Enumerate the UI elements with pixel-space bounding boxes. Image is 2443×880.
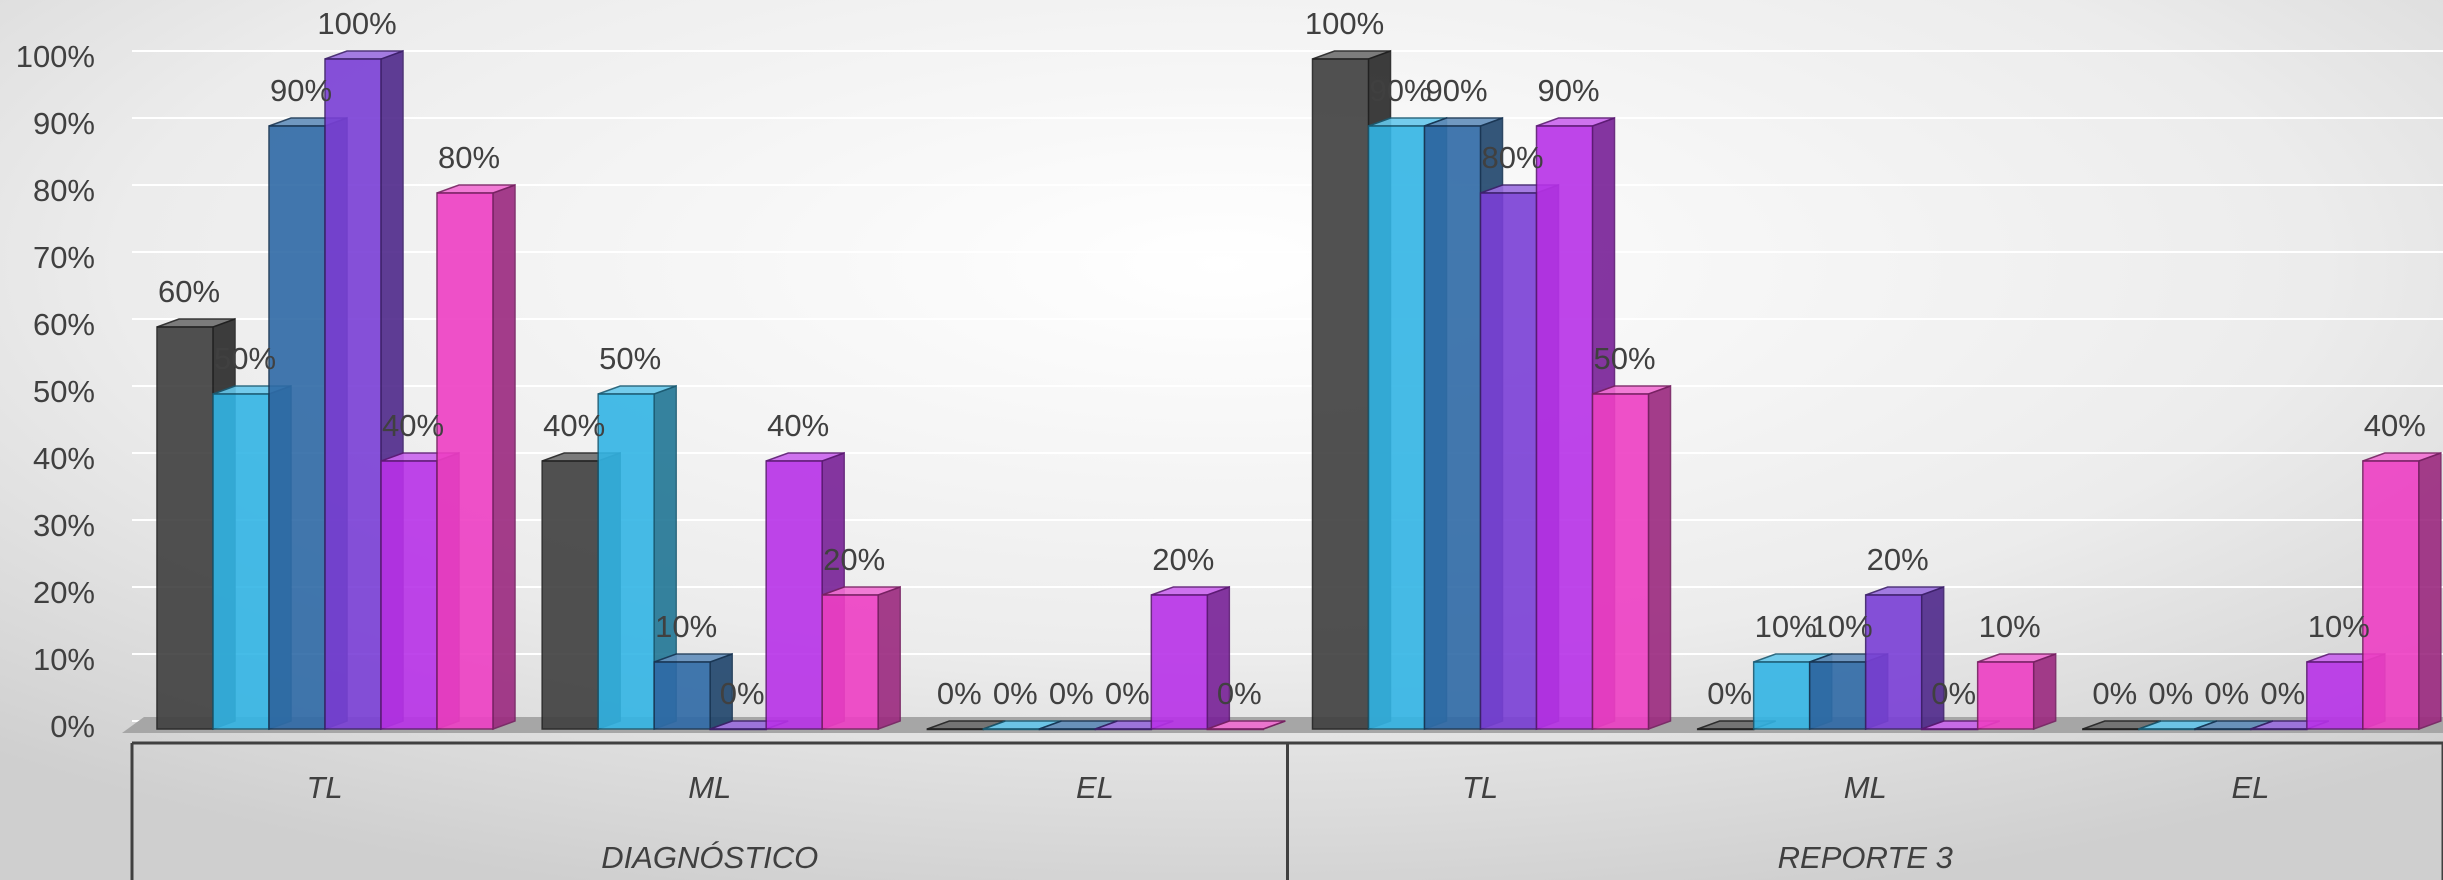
data-label: 50% [214, 341, 276, 376]
group-label: REPORTE 3 [1778, 840, 1953, 875]
bar [1752, 661, 1811, 730]
data-label: 50% [599, 341, 661, 376]
data-label: 10% [2308, 609, 2370, 644]
bar-side [492, 183, 516, 731]
data-label: 10% [655, 609, 717, 644]
bar [1591, 393, 1650, 730]
x-tick-label: ML [688, 770, 731, 805]
data-label: 60% [158, 274, 220, 309]
data-label: 50% [1593, 341, 1655, 376]
data-label: 0% [937, 676, 982, 711]
data-label: 0% [1105, 676, 1150, 711]
data-label: 90% [270, 73, 332, 108]
bar [1150, 594, 1209, 730]
bar [1423, 125, 1482, 730]
x-tick-label: TL [306, 770, 342, 805]
bar [709, 728, 767, 731]
group-label: DIAGNÓSTICO [601, 840, 818, 875]
data-label: 40% [767, 408, 829, 443]
bar [2138, 728, 2196, 731]
data-label: 0% [1049, 676, 1094, 711]
bar [2082, 728, 2140, 731]
bar [1479, 192, 1538, 730]
data-label: 0% [1707, 676, 1752, 711]
data-label: 0% [993, 676, 1038, 711]
y-tick-label: 100% [16, 39, 95, 74]
y-tick-label: 30% [33, 508, 95, 543]
data-label: 20% [1867, 542, 1929, 577]
bar [212, 393, 270, 730]
data-label: 20% [1152, 542, 1214, 577]
bar [541, 460, 599, 730]
data-label: 0% [1931, 676, 1976, 711]
bar [1535, 125, 1594, 730]
data-label: 80% [1481, 140, 1543, 175]
data-label: 90% [1425, 73, 1487, 108]
bar-side [2418, 451, 2442, 731]
bar [2194, 728, 2252, 731]
y-tick-label: 80% [33, 173, 95, 208]
bar [1864, 594, 1923, 730]
bar [2362, 460, 2420, 730]
data-label: 40% [2364, 408, 2426, 443]
data-label: 100% [317, 6, 396, 41]
data-label: 100% [1305, 6, 1384, 41]
y-tick-label: 60% [33, 307, 95, 342]
data-label: 0% [2204, 676, 2249, 711]
bar [380, 460, 438, 730]
data-label: 0% [2092, 676, 2137, 711]
bar [821, 594, 879, 730]
data-label: 10% [1811, 609, 1873, 644]
data-label: 0% [1217, 676, 1262, 711]
bar [1367, 125, 1426, 730]
bar [436, 192, 494, 730]
y-tick-label: 0% [50, 709, 95, 744]
bar [156, 326, 214, 730]
bar [1696, 728, 1755, 731]
y-tick-label: 40% [33, 441, 95, 476]
bar [324, 58, 382, 730]
data-label: 40% [543, 408, 605, 443]
bar [926, 728, 985, 731]
bar-side [877, 585, 901, 731]
data-label: 0% [2148, 676, 2193, 711]
bar [1311, 58, 1370, 730]
data-label: 40% [382, 408, 444, 443]
bar [1976, 661, 2035, 730]
bar [2250, 728, 2308, 731]
y-tick-label: 20% [33, 575, 95, 610]
data-label: 80% [438, 140, 500, 175]
bar [765, 460, 823, 730]
x-tick-label: ML [1844, 770, 1887, 805]
y-tick-label: 50% [33, 374, 95, 409]
bar [597, 393, 655, 730]
x-tick-label: EL [1076, 770, 1114, 805]
bar [982, 728, 1041, 731]
bar [2306, 661, 2364, 730]
data-label: 0% [2260, 676, 2305, 711]
data-label: 10% [1755, 609, 1817, 644]
bar [1808, 661, 1867, 730]
bar [1094, 728, 1153, 731]
y-tick-label: 90% [33, 106, 95, 141]
data-label: 10% [1979, 609, 2041, 644]
bar-side [1647, 384, 1672, 731]
bar [268, 125, 326, 730]
y-tick-label: 70% [33, 240, 95, 275]
bar-side [2032, 652, 2057, 731]
x-tick-label: TL [1462, 770, 1498, 805]
y-tick-label: 10% [33, 642, 95, 677]
bar [1920, 728, 1979, 731]
bar [653, 661, 711, 730]
data-label: 90% [1369, 73, 1431, 108]
data-label: 90% [1537, 73, 1599, 108]
bar [1038, 728, 1097, 731]
bar [1206, 728, 1265, 731]
x-tick-label: EL [2231, 770, 2269, 805]
data-label: 20% [823, 542, 885, 577]
data-label: 0% [720, 676, 765, 711]
